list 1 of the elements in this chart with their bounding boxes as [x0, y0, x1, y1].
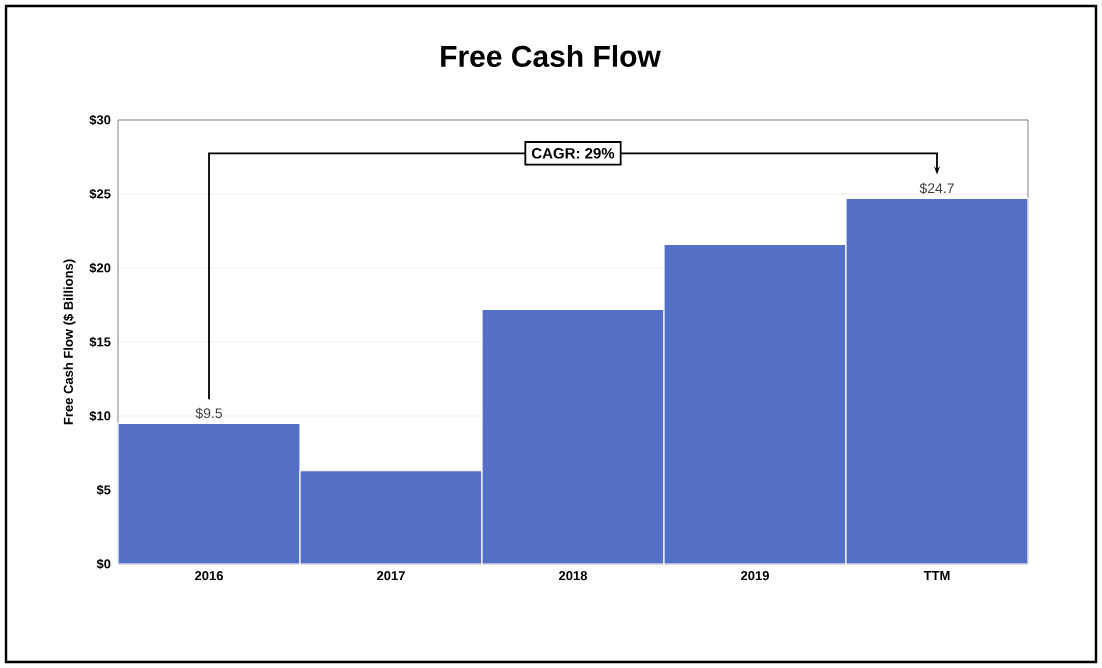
chart-title: Free Cash Flow [441, 44, 661, 67]
